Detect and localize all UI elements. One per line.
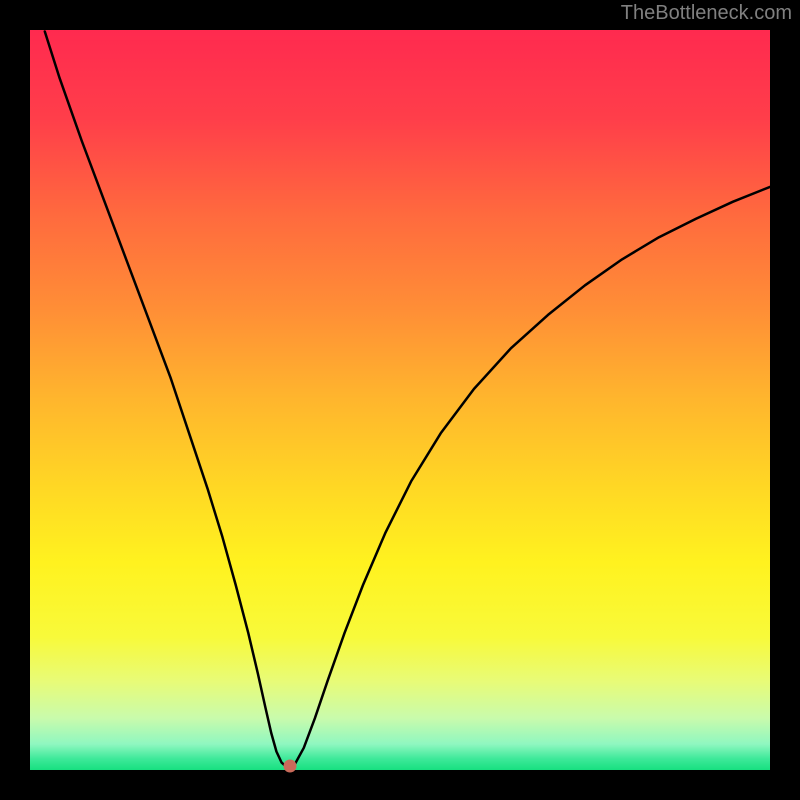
plot-area	[30, 30, 770, 770]
watermark-text: TheBottleneck.com	[621, 2, 792, 25]
curve-path	[45, 31, 770, 767]
optimum-marker	[284, 759, 297, 772]
bottleneck-curve	[30, 30, 770, 770]
